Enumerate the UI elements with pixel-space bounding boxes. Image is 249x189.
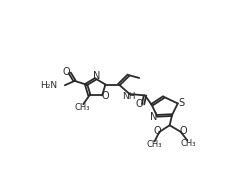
Text: O: O bbox=[136, 99, 143, 109]
Text: S: S bbox=[178, 98, 184, 108]
Text: O: O bbox=[153, 126, 161, 136]
Text: CH₃: CH₃ bbox=[74, 103, 90, 112]
Text: NH: NH bbox=[122, 92, 135, 101]
Text: N: N bbox=[93, 71, 100, 81]
Text: CH₃: CH₃ bbox=[146, 140, 162, 149]
Text: O: O bbox=[179, 126, 187, 136]
Text: CH₃: CH₃ bbox=[181, 139, 196, 148]
Text: O: O bbox=[101, 91, 109, 101]
Text: O: O bbox=[62, 67, 70, 77]
Text: N: N bbox=[150, 112, 158, 122]
Text: H₂N: H₂N bbox=[40, 81, 58, 90]
